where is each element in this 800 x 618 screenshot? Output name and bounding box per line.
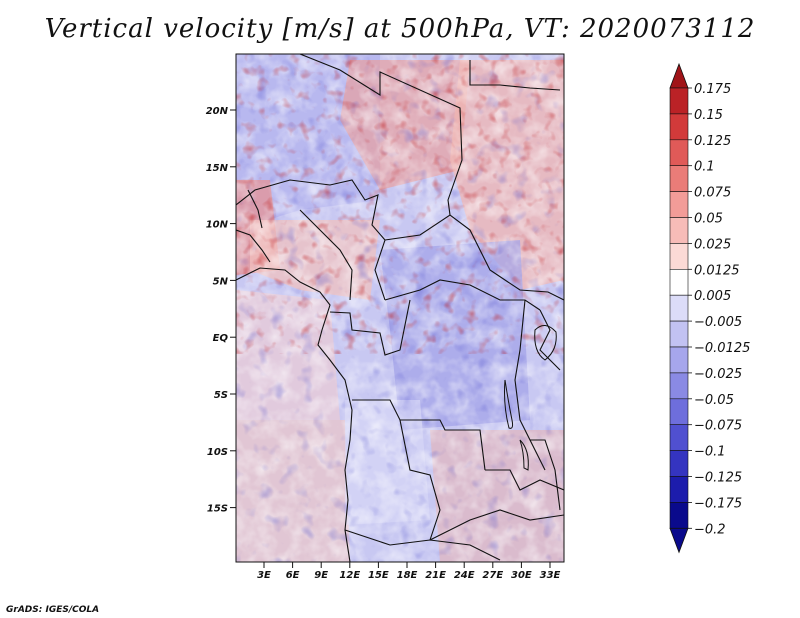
map-frame — [235, 53, 565, 563]
colorbar-label: 0.125 — [694, 134, 731, 149]
colorbar-segment — [669, 294, 689, 322]
colorbar-label: 0.05 — [694, 212, 723, 227]
colorbar-label: 0.025 — [694, 237, 731, 252]
lon-tick-label: 15E — [368, 570, 389, 581]
colorbar-label: −0.05 — [694, 393, 734, 408]
lat-tick-label: 5S — [214, 390, 228, 401]
lon-tick-label: 6E — [286, 570, 300, 581]
lon-tick-label: 33E — [540, 570, 561, 581]
colorbar-label: 0.1 — [694, 160, 715, 175]
longitude-axis: 3E 6E 9E 12E 15E 18E 21E 24E 27E 30E 33E — [257, 562, 561, 581]
lat-tick-label: 15N — [206, 163, 229, 174]
colorbar-label: −0.125 — [694, 471, 742, 486]
colorbar-segment — [669, 502, 689, 529]
colorbar-label: −0.0125 — [694, 341, 750, 356]
lakes — [504, 325, 557, 471]
latitude-axis: 20N 15N 10N 5N EQ 5S 10S 15S — [206, 106, 236, 515]
colorbar-label: 0.075 — [694, 186, 731, 201]
colorbar-segment — [669, 320, 689, 348]
colorbar-top-arrow — [669, 62, 689, 89]
colorbar-segment — [669, 346, 689, 374]
colorbar-label: 0.15 — [694, 108, 723, 123]
lon-tick-label: 12E — [339, 570, 360, 581]
colorbar-segment — [669, 424, 689, 451]
colorbar-label: 0.0125 — [694, 263, 740, 278]
colorbar-bottom-arrow — [669, 527, 689, 554]
colorbar-segment — [669, 372, 689, 400]
lon-tick-label: 27E — [482, 570, 503, 581]
colorbar-segment — [669, 113, 689, 141]
footer-credit: GrADS: IGES/COLA — [6, 605, 99, 615]
colorbar-label: 0.175 — [694, 82, 731, 97]
colorbar-segment — [669, 476, 689, 503]
lon-tick-label: 3E — [257, 570, 271, 581]
colorbar-label: −0.1 — [694, 445, 726, 460]
colorbar-label: 0.005 — [694, 289, 731, 304]
lon-tick-label: 9E — [314, 570, 328, 581]
lat-tick-label: EQ — [213, 333, 229, 344]
colorbar-segment — [669, 217, 689, 244]
country-borders — [236, 54, 564, 562]
colorbar-label: −0.005 — [694, 315, 742, 330]
colorbar-segment — [669, 87, 689, 115]
lat-tick-label: 10N — [206, 220, 229, 231]
colorbar-segment — [669, 398, 689, 425]
lon-tick-label: 24E — [454, 570, 475, 581]
colorbar-segment — [669, 139, 689, 167]
lat-tick-label: 15S — [207, 504, 228, 515]
lon-tick-label: 18E — [397, 570, 418, 581]
map-title: Vertical velocity [m/s] at 500hPa, VT: 2… — [44, 14, 756, 44]
colorbar-segment — [669, 450, 689, 477]
lat-tick-label: 5N — [213, 276, 229, 287]
lon-tick-label: 30E — [511, 570, 532, 581]
colorbar: 0.175 0.15 0.125 0.1 0.075 0.05 0.025 0.0125 0.0… — [669, 62, 750, 554]
colorbar-label: −0.075 — [694, 419, 742, 434]
colorbar-segment — [669, 243, 689, 270]
colorbar-label: −0.175 — [694, 496, 742, 511]
colorbar-segment — [669, 268, 689, 296]
colorbar-label: −0.025 — [694, 367, 742, 382]
vertical-velocity-field — [236, 54, 564, 562]
colorbar-label: −0.2 — [694, 522, 726, 537]
lat-tick-label: 10S — [207, 447, 228, 458]
colorbar-segment — [669, 191, 689, 218]
colorbar-segment — [669, 165, 689, 192]
lon-tick-label: 21E — [425, 570, 446, 581]
lat-tick-label: 20N — [206, 106, 229, 117]
